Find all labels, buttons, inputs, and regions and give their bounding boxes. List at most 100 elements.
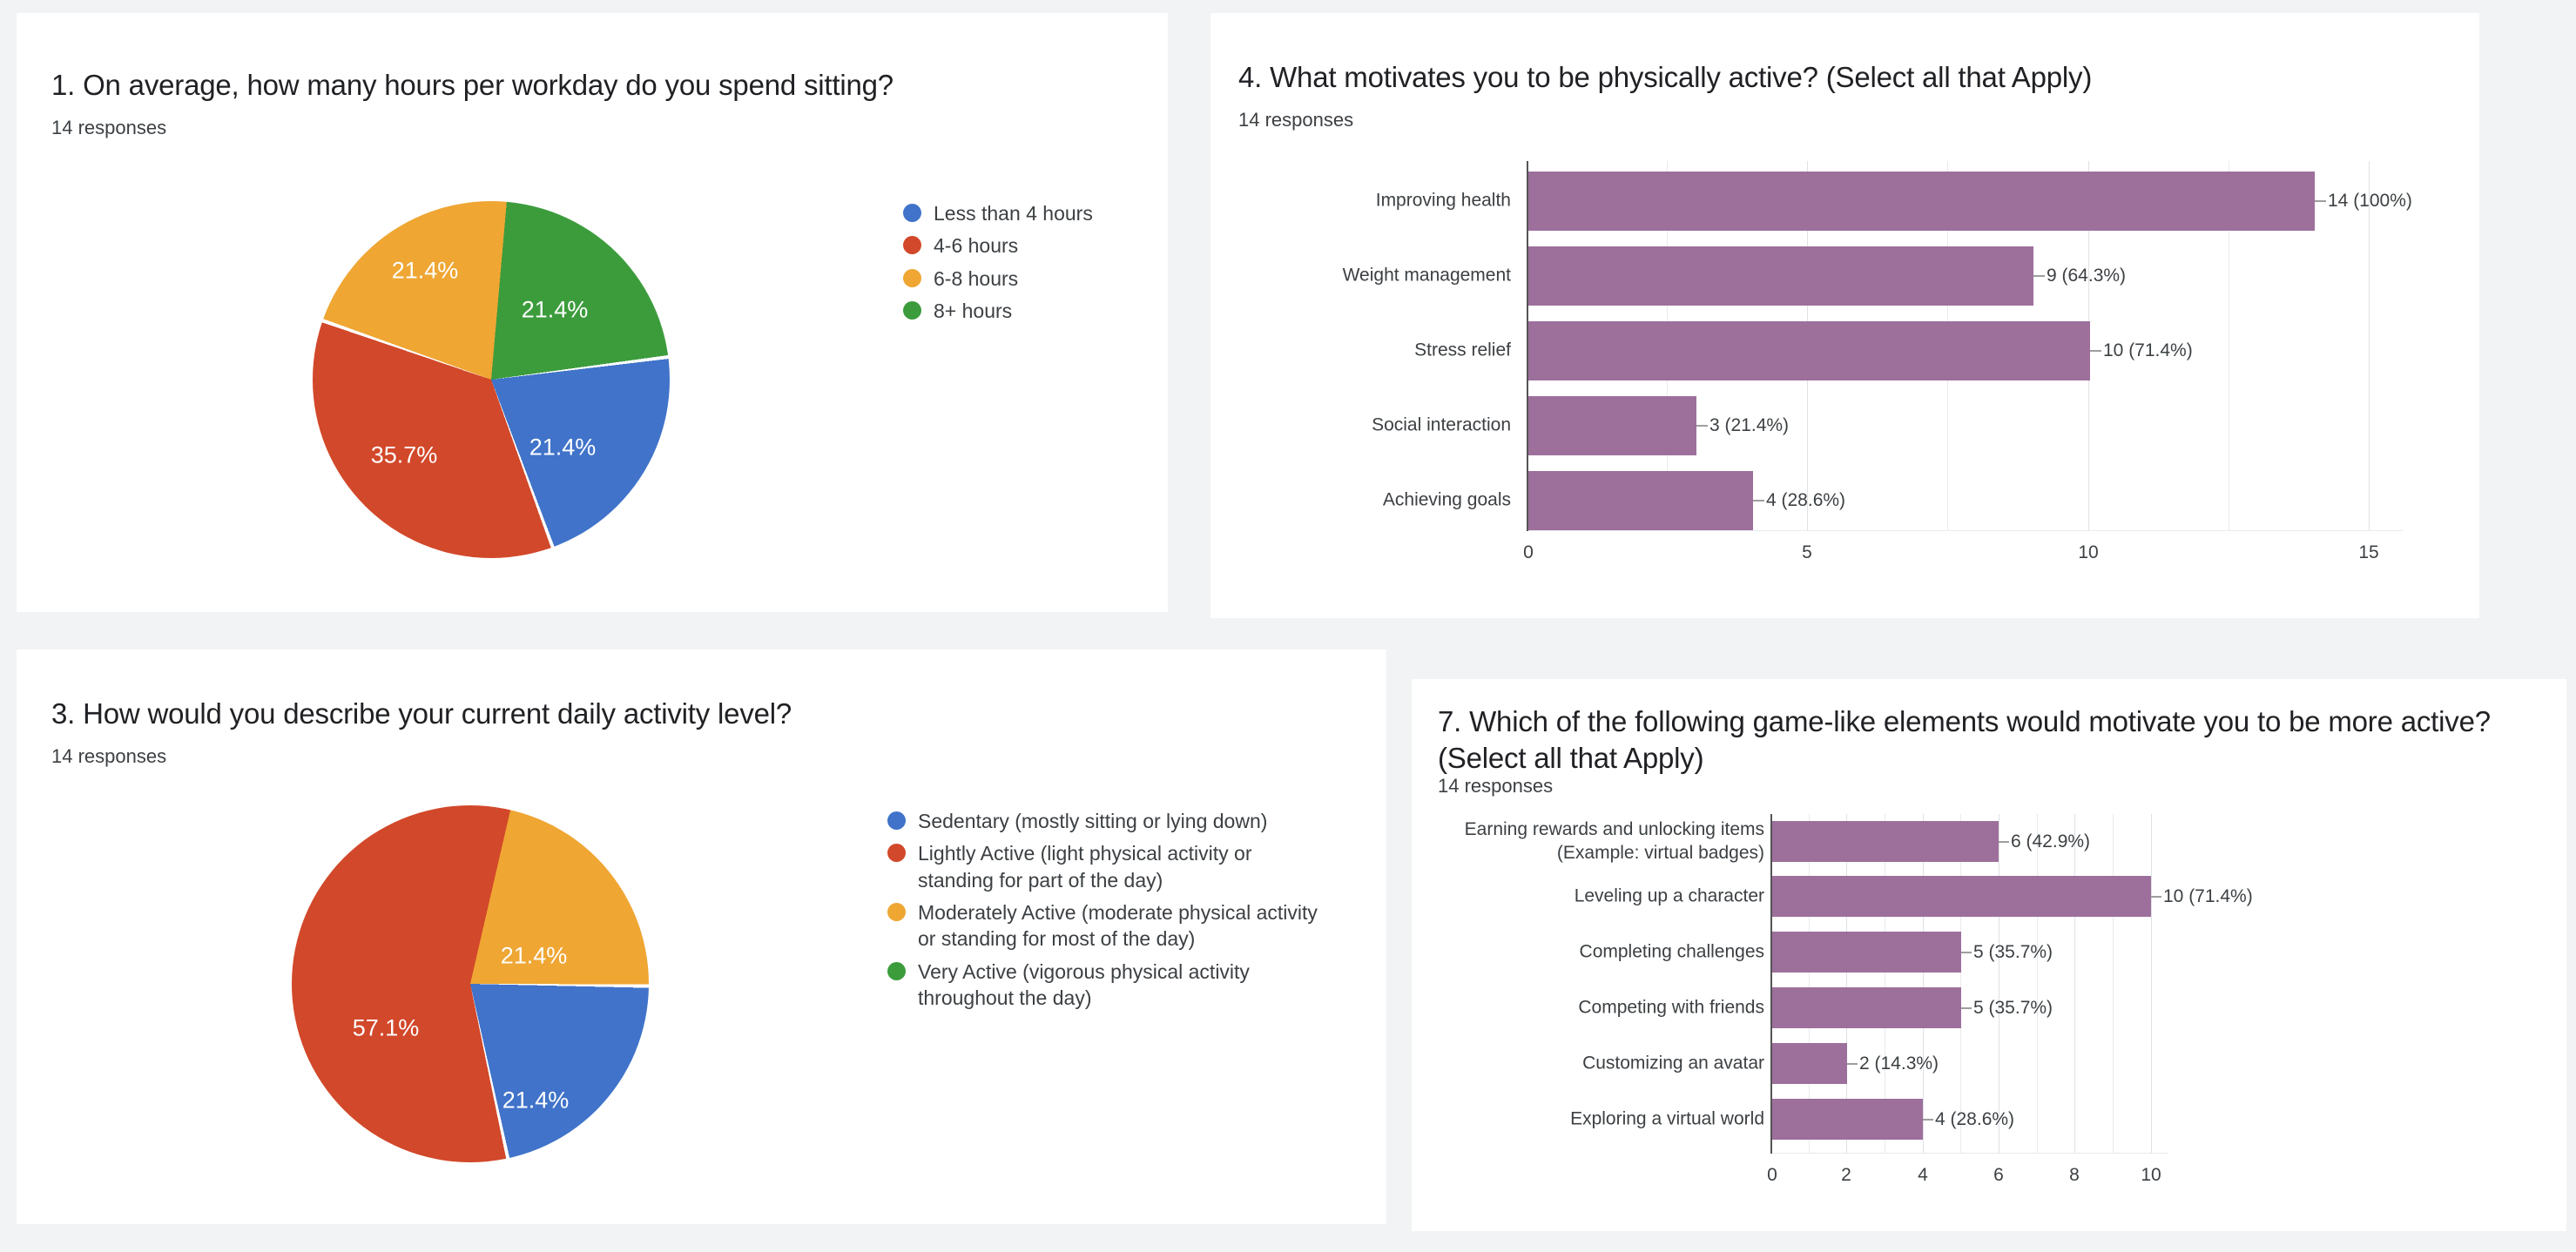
bar[interactable]: [1528, 246, 2033, 306]
bar-category-label: Earning rewards and unlocking items (Exa…: [1464, 819, 1764, 863]
gridline: [2074, 814, 2075, 1154]
page-title: 1. On average, how many hours per workda…: [51, 69, 894, 101]
gridline: [2369, 161, 2370, 531]
legend-swatch-blue: [887, 811, 906, 830]
legend-swatch-red: [903, 236, 921, 255]
plot-baseline: [1527, 530, 2403, 531]
y-axis-line: [1527, 161, 1528, 531]
response-count: 14 responses: [51, 745, 167, 767]
legend-item[interactable]: 6-8 hours: [903, 266, 1156, 292]
legend-swatch-red: [887, 844, 906, 863]
value-leader: [1847, 1063, 1858, 1065]
bar-value-label: 10 (71.4%): [2103, 340, 2193, 360]
pie-label-q3-red: 57.1%: [352, 1014, 420, 1041]
gridline: [1809, 814, 1810, 1154]
bar-category-label: Customizing an avatar: [1582, 1053, 1764, 1074]
bar[interactable]: [1772, 1099, 1923, 1140]
x-tick-label: 0: [1523, 542, 1534, 562]
bar-value-label: 6 (42.9%): [2011, 831, 2091, 851]
pie-label-q1-green: 21.4%: [521, 296, 589, 323]
gridline: [1960, 814, 1961, 1154]
pie-label-q3-blue: 21.4%: [502, 1087, 570, 1114]
bar[interactable]: [1772, 932, 1961, 973]
legend-item[interactable]: Lightly Active (light physical activity …: [887, 840, 1340, 893]
value-leader: [2151, 896, 2161, 898]
legend-label: 8+ hours: [934, 300, 1013, 323]
bar-value-label: 5 (35.7%): [1973, 998, 2053, 1018]
bar-category-label: Achieving goals: [1382, 489, 1511, 510]
bar[interactable]: [1528, 172, 2315, 231]
bar[interactable]: [1772, 987, 1961, 1028]
response-count: 14 responses: [51, 117, 167, 138]
gridline: [1846, 814, 1847, 1154]
bar[interactable]: [1528, 321, 2090, 380]
bar-value-label: 14 (100%): [2328, 191, 2412, 211]
bar[interactable]: [1772, 821, 1999, 862]
pie-label-q1-orange: 21.4%: [391, 257, 459, 284]
legend-q1: Less than 4 hours 4-6 hours 6-8 hours 8+…: [903, 200, 1156, 330]
bar-value-label: 3 (21.4%): [1709, 415, 1790, 435]
legend-label: Lightly Active (light physical activity …: [918, 842, 1252, 892]
bar[interactable]: [1528, 471, 1753, 530]
question-card-q7: 7. Which of the following game-like elem…: [1412, 679, 2566, 1231]
question-card-q4: 4. What motivates you to be physically a…: [1210, 13, 2479, 618]
question-card-q1: 1. On average, how many hours per workda…: [17, 13, 1168, 612]
value-leader: [2315, 200, 2326, 202]
bar[interactable]: [1772, 876, 2151, 917]
pie-slices-q3[interactable]: [292, 805, 649, 1162]
x-tick-label: 15: [2358, 542, 2379, 562]
legend-item[interactable]: Sedentary (mostly sitting or lying down): [887, 808, 1340, 834]
question-card-q3: 3. How would you describe your current d…: [17, 650, 1386, 1224]
page-title: 4. What motivates you to be physically a…: [1238, 61, 2093, 93]
x-tick-label: 0: [1767, 1165, 1777, 1185]
x-tick-label: 2: [1841, 1165, 1851, 1185]
legend-item[interactable]: 8+ hours: [903, 298, 1156, 324]
legend-label: Less than 4 hours: [934, 202, 1093, 225]
legend-swatch-green: [903, 301, 921, 320]
legend-item[interactable]: 4-6 hours: [903, 232, 1156, 259]
pie-label-q1-red: 35.7%: [370, 441, 438, 468]
bar-value-label: 2 (14.3%): [1859, 1053, 1939, 1074]
legend-label: 4-6 hours: [934, 234, 1019, 258]
x-tick-label: 5: [1802, 542, 1812, 562]
pie-label-q1-blue: 21.4%: [529, 434, 597, 461]
response-count: 14 responses: [1438, 775, 1554, 797]
gridline: [2037, 814, 2038, 1154]
gridline: [2151, 814, 2152, 1154]
value-leader: [1923, 1119, 1933, 1121]
bar-value-label: 5 (35.7%): [1973, 942, 2053, 962]
plot-area-q4: 14 (100%) 9 (64.3%) 10 (71.4%) 3 (21.4%)…: [1523, 161, 2412, 562]
value-leader: [2033, 275, 2045, 277]
pie-chart-q3: 21.4% 21.4% 57.1%: [292, 805, 657, 1171]
legend-q3: Sedentary (mostly sitting or lying down)…: [887, 808, 1340, 1018]
bar[interactable]: [1772, 1043, 1847, 1084]
gridline: [1923, 814, 1924, 1154]
legend-item[interactable]: Moderately Active (moderate physical act…: [887, 899, 1340, 952]
value-leader: [1999, 841, 2009, 843]
legend-swatch-green: [887, 961, 906, 980]
plot-area-q7: 6 (42.9%) 10 (71.4%) 5 (35.7%) 5 (35.7%)…: [1767, 814, 2253, 1185]
value-leader: [2090, 350, 2101, 352]
legend-item[interactable]: Very Active (vigorous physical activity …: [887, 959, 1340, 1012]
bar-category-label: Completing challenges: [1579, 941, 1764, 962]
value-leader: [1696, 425, 1708, 427]
legend-item[interactable]: Less than 4 hours: [903, 200, 1156, 226]
bar-category-label: Leveling up a character: [1574, 885, 1764, 906]
bar-chart-q4: 14 (100%) 9 (64.3%) 10 (71.4%) 3 (21.4%)…: [1210, 13, 2479, 618]
pie-slices-q1[interactable]: [313, 201, 670, 558]
bar-chart-q7: 6 (42.9%) 10 (71.4%) 5 (35.7%) 5 (35.7%)…: [1412, 679, 2566, 1231]
bar-value-label: 4 (28.6%): [1935, 1109, 2015, 1129]
value-leader: [1961, 952, 1972, 953]
x-tick-label: 10: [2078, 542, 2099, 562]
response-count: 14 responses: [1238, 109, 1354, 131]
x-tick-label: 10: [2141, 1165, 2161, 1185]
legend-swatch-blue: [903, 204, 921, 222]
pie-chart-q1: 21.4% 21.4% 35.7% 21.4%: [313, 201, 678, 567]
bar[interactable]: [1528, 396, 1696, 455]
gridline: [2113, 814, 2114, 1154]
x-tick-label: 4: [1918, 1165, 1928, 1185]
legend-label: Very Active (vigorous physical activity …: [918, 959, 1250, 1010]
legend-label: 6-8 hours: [934, 266, 1019, 290]
bar-value-label: 4 (28.6%): [1766, 490, 1846, 510]
